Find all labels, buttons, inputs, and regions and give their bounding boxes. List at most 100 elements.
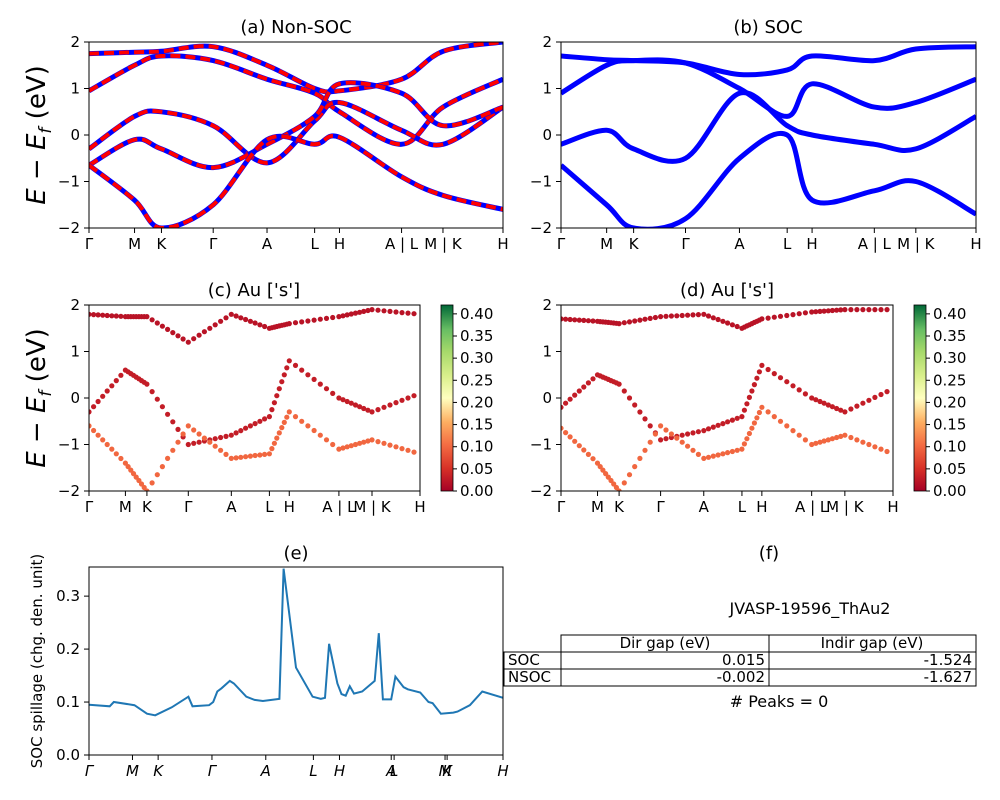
band-point bbox=[375, 307, 381, 313]
band-point bbox=[159, 323, 165, 329]
band-point bbox=[104, 441, 110, 448]
band-point bbox=[185, 339, 191, 345]
band-point bbox=[813, 309, 819, 315]
band-point bbox=[796, 311, 802, 317]
table-row-label: NSOC bbox=[508, 668, 551, 686]
band-point bbox=[125, 464, 131, 470]
band-point bbox=[802, 310, 809, 316]
xtick-label: H bbox=[970, 235, 981, 253]
panel-c-yticks: 2 1 0 −1 −2 bbox=[58, 296, 89, 500]
band-point bbox=[790, 383, 796, 389]
band-point bbox=[175, 426, 181, 432]
band-point bbox=[759, 316, 765, 322]
band-point bbox=[266, 414, 272, 420]
band-point bbox=[243, 454, 249, 460]
colorbar-tick-label: 0.30 bbox=[933, 349, 966, 367]
band-point bbox=[884, 389, 890, 395]
band-point bbox=[621, 480, 627, 486]
band-line-dashed bbox=[89, 100, 503, 165]
band-point bbox=[381, 308, 387, 314]
band-point bbox=[563, 316, 569, 322]
xtick-label: A bbox=[734, 235, 745, 253]
band-point bbox=[149, 389, 155, 395]
band-point bbox=[771, 371, 777, 377]
band-point bbox=[149, 480, 155, 486]
band-point bbox=[784, 312, 790, 319]
band-point bbox=[128, 467, 134, 473]
band-point bbox=[185, 441, 191, 448]
band-point bbox=[262, 416, 268, 422]
band-point bbox=[725, 320, 731, 326]
band-point bbox=[710, 424, 716, 430]
band-point bbox=[352, 402, 359, 408]
xtick-label: H bbox=[334, 235, 345, 253]
band-line-dashed bbox=[89, 80, 503, 170]
band-point bbox=[317, 381, 323, 387]
xtick-label: M bbox=[128, 235, 141, 253]
band-point bbox=[154, 396, 160, 402]
band-point bbox=[561, 316, 564, 322]
band-point bbox=[679, 432, 685, 438]
colorbar-tick-label: 0.10 bbox=[460, 438, 493, 456]
band-point bbox=[201, 329, 207, 335]
band-point bbox=[563, 430, 569, 436]
panel-e-yticks: 0.3 0.2 0.1 0.0 bbox=[56, 587, 89, 764]
xtick-label: Γ bbox=[184, 498, 193, 516]
band-line bbox=[561, 130, 976, 228]
band-point bbox=[637, 409, 643, 415]
colorbar-tick-label: 0.25 bbox=[460, 371, 493, 389]
band-point bbox=[652, 314, 659, 321]
band-point bbox=[817, 398, 823, 405]
band-point bbox=[685, 431, 691, 437]
xtick-label: H bbox=[887, 498, 898, 516]
ytick-label: 2 bbox=[70, 33, 80, 51]
xtick-label: A bbox=[262, 235, 273, 253]
band-point bbox=[842, 307, 848, 313]
band-point bbox=[369, 307, 375, 313]
band-point bbox=[247, 318, 253, 324]
panel-f-title: (f) bbox=[759, 543, 779, 564]
band-point bbox=[299, 418, 305, 424]
band-point bbox=[611, 481, 617, 487]
band-point bbox=[695, 429, 702, 435]
band-point bbox=[357, 440, 363, 446]
band-point bbox=[784, 423, 790, 429]
band-point bbox=[218, 434, 224, 441]
xtick-label: H bbox=[497, 235, 508, 253]
band-point bbox=[95, 312, 101, 318]
band-point bbox=[130, 471, 137, 477]
band-point bbox=[594, 460, 601, 466]
ytick-label: −2 bbox=[58, 482, 80, 500]
band-point bbox=[357, 404, 363, 410]
xtick-label: A bbox=[699, 498, 710, 516]
band-line-dashed bbox=[89, 134, 503, 228]
band-point bbox=[860, 307, 866, 313]
ytick-label: 1 bbox=[70, 343, 80, 361]
band-point bbox=[118, 372, 124, 378]
colorbar-tick-label: 0.20 bbox=[933, 393, 966, 411]
band-point bbox=[720, 318, 726, 324]
band-point bbox=[759, 404, 765, 410]
band-point bbox=[854, 403, 860, 409]
band-point bbox=[679, 439, 685, 445]
band-point bbox=[228, 311, 234, 317]
table-row-label: SOC bbox=[508, 651, 540, 669]
band-point bbox=[89, 311, 92, 317]
band-point bbox=[344, 444, 350, 450]
band-point bbox=[854, 437, 860, 443]
band-point bbox=[777, 313, 784, 319]
colorbar-tick-label: 0.15 bbox=[933, 416, 966, 434]
band-point bbox=[89, 409, 92, 415]
band-point bbox=[616, 381, 622, 387]
xtick-label: H bbox=[756, 498, 767, 516]
band-point bbox=[212, 436, 218, 442]
band-point bbox=[632, 402, 638, 408]
band-point bbox=[262, 323, 268, 330]
band-point bbox=[710, 453, 716, 459]
band-point bbox=[393, 444, 399, 450]
band-point bbox=[701, 311, 707, 317]
band-point bbox=[201, 435, 207, 441]
band-point bbox=[279, 379, 285, 385]
band-point bbox=[238, 428, 244, 434]
band-point bbox=[842, 432, 848, 438]
